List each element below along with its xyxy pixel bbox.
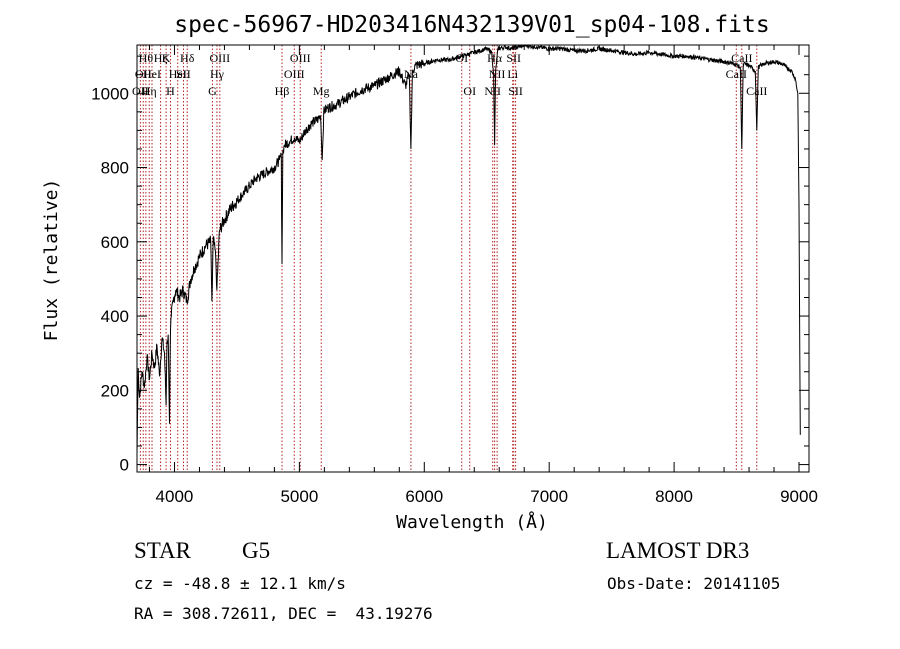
tick-label: 9000 (780, 487, 818, 506)
spectral-line-label: K (162, 51, 171, 65)
chart-title: spec-56967-HD203416N432139V01_sp04-108.f… (174, 12, 769, 38)
spectral-line-label: Hη (142, 84, 157, 98)
object-class: STAR (134, 538, 191, 563)
spectral-line-label: OI (463, 84, 476, 98)
tick-label: 200 (101, 381, 129, 400)
tick-label: 7000 (530, 487, 568, 506)
x-axis-label: Wavelength (Å) (396, 511, 548, 533)
spectral-line-label: Mg (313, 84, 330, 98)
observation-date: Obs-Date: 20141105 (607, 574, 781, 593)
spectral-line-label: OIII (284, 67, 305, 81)
redshift-readout: cz = -48.8 ± 12.1 km/s (134, 574, 346, 593)
spectral-line-label: OII (135, 67, 152, 81)
tick-label: 600 (101, 233, 129, 252)
spectral-line-markers (139, 45, 758, 472)
spectral-line-label: Hα (487, 51, 503, 65)
spectral-line-label: CaII (746, 84, 767, 98)
spectral-line-label: Hδ (180, 51, 195, 65)
spectral-line-label: SII (176, 67, 191, 81)
spectral-line-label: Li (507, 67, 518, 81)
spectral-line-label: NII (489, 67, 506, 81)
spectral-line-label: CaII (726, 67, 747, 81)
spectral-line-label: SII (506, 51, 521, 65)
spectral-line-label: OIII (209, 51, 230, 65)
tick-label: 8000 (655, 487, 693, 506)
tick-label: 800 (101, 159, 129, 178)
tick-label: 1000 (91, 84, 129, 103)
tick-label: 5000 (280, 487, 318, 506)
survey-name: LAMOST DR3 (606, 538, 750, 563)
spectral-line-label: SII (508, 84, 523, 98)
spectral-line-label: NII (484, 84, 501, 98)
spectral-line-label: G (208, 84, 217, 98)
spectral-line-label: Hγ (210, 67, 225, 81)
spectral-line-labels: OIIOIIHθHηHeIHζKHHeISIIHδGHγOIIIHβOIIIOI… (132, 51, 767, 98)
plot-frame (136, 44, 810, 473)
spectral-line-label: HeI (169, 67, 187, 81)
tick-label: 6000 (405, 487, 443, 506)
coordinates-readout: RA = 308.72611, DEC = 43.19276 (134, 604, 433, 623)
y-axis-label: Flux (relative) (41, 179, 62, 342)
spectral-line-label: Na (404, 67, 419, 81)
spectral-line-label: Hθ (139, 51, 154, 65)
spectral-line-label: Hζ (154, 51, 168, 65)
spectral-line-label: HeI (143, 67, 161, 81)
tick-label: 0 (120, 456, 129, 475)
tick-label: 400 (101, 307, 129, 326)
spectral-line-label: Hβ (275, 84, 290, 98)
spectral-line-label: OII (132, 84, 149, 98)
spectral-line-label: CaII (731, 51, 752, 65)
spectrum-series-line (136, 44, 801, 454)
axis-ticks: 4000 5000 6000 7000 8000 9000 0 200 400 600 800 100… (91, 45, 818, 506)
spectral-line-label: OIII (290, 51, 311, 65)
tick-label: 4000 (156, 487, 194, 506)
spectral-line-label: H (166, 84, 175, 98)
spectral-subclass: G5 (242, 538, 271, 563)
